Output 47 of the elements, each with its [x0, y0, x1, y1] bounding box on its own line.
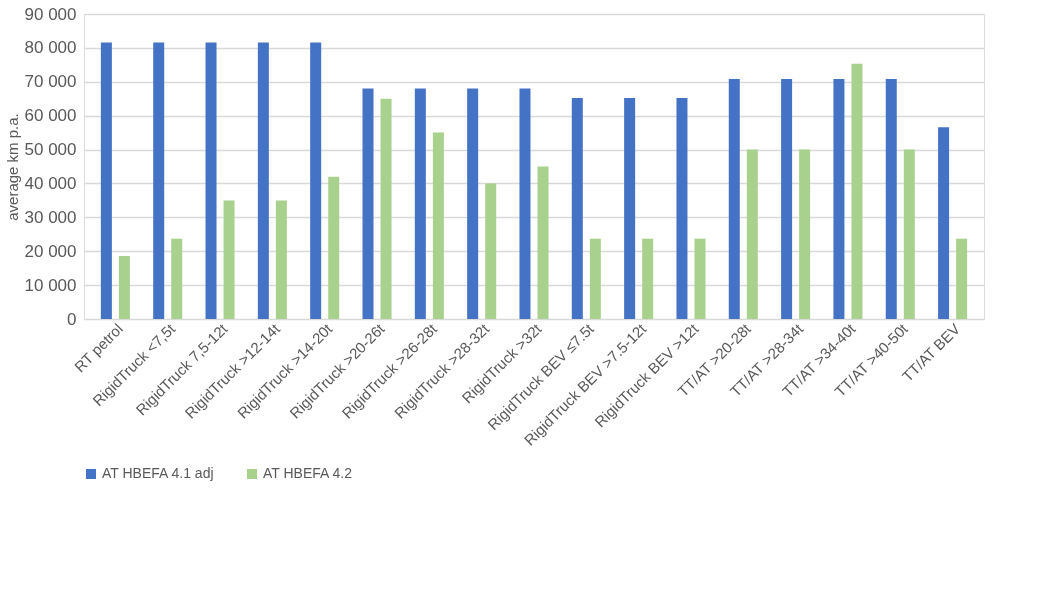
y-tick-label: 70 000	[24, 72, 77, 92]
bar	[414, 88, 426, 319]
bar	[171, 238, 183, 319]
bar	[467, 88, 479, 319]
y-tick-label: 80 000	[24, 38, 77, 58]
bar	[485, 183, 497, 319]
y-tick-label: 50 000	[24, 140, 77, 160]
legend-label: AT HBEFA 4.2	[263, 465, 353, 481]
y-tick-label: 90 000	[24, 4, 77, 24]
bar	[537, 166, 549, 319]
bar	[100, 42, 112, 319]
bar	[432, 132, 444, 319]
bar	[642, 238, 654, 319]
bar	[938, 127, 950, 319]
bar	[310, 42, 322, 319]
bar	[205, 42, 217, 319]
bar	[519, 88, 531, 319]
bar	[118, 255, 130, 319]
bar	[851, 63, 863, 319]
bar	[728, 79, 740, 319]
y-tick-label: 0	[67, 309, 77, 329]
bar	[885, 79, 897, 319]
bar	[380, 98, 392, 319]
bar	[781, 79, 793, 319]
bar	[833, 79, 845, 319]
bar	[328, 176, 340, 319]
y-axis-title: average km p.a.	[3, 113, 21, 221]
y-tick-label: 30 000	[24, 207, 77, 227]
y-tick-label: 20 000	[24, 241, 77, 261]
legend-label: AT HBEFA 4.1 adj	[102, 465, 214, 481]
bar	[571, 98, 583, 319]
bar	[275, 200, 287, 319]
bar	[676, 98, 688, 319]
bar	[903, 149, 915, 319]
y-tick-label: 10 000	[24, 275, 77, 295]
bar	[624, 98, 636, 319]
bar	[257, 42, 269, 319]
bar	[223, 200, 235, 319]
bar	[694, 238, 706, 319]
y-tick-label: 60 000	[24, 106, 77, 126]
bar	[362, 88, 374, 319]
bar	[956, 238, 968, 319]
y-tick-label: 40 000	[24, 173, 77, 193]
bar	[589, 238, 601, 319]
bar	[153, 42, 165, 319]
bar	[799, 149, 811, 319]
bar	[746, 149, 758, 319]
